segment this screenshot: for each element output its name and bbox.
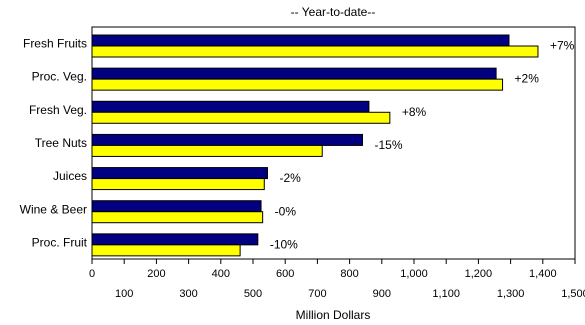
navy-bar [91, 233, 259, 246]
x-tick-label: 1,000 [400, 268, 428, 280]
x-tick-label: 1,500 [561, 288, 585, 300]
percent-change-label: +8% [402, 105, 427, 119]
percent-change-label: -2% [279, 171, 301, 185]
category-label: Fresh Veg. [29, 103, 87, 117]
percent-change-label: -0% [275, 204, 297, 218]
percent-change-label: -10% [270, 237, 298, 251]
navy-bar [91, 67, 497, 80]
x-tick-label: 1,100 [432, 288, 460, 300]
percent-change-label: +7% [550, 39, 575, 53]
x-axis-label: Million Dollars [296, 308, 371, 322]
yellow-bar [91, 144, 323, 157]
x-tick-label: 900 [373, 288, 391, 300]
percent-change-label: +2% [515, 72, 540, 86]
yellow-bar [91, 78, 504, 91]
x-tick-label: 1,300 [497, 288, 525, 300]
x-tick-label: 400 [212, 268, 230, 280]
navy-bar [91, 100, 370, 113]
percent-change-label: -15% [374, 138, 402, 152]
x-tick-label: 700 [308, 288, 326, 300]
category-labels: Fresh Fruits Proc. Veg. Fresh Veg. Tree Nut… [20, 37, 88, 250]
navy-bar [91, 167, 268, 180]
category-label: Proc. Fruit [32, 235, 88, 249]
category-label: Juices [53, 169, 87, 183]
navy-bar [91, 200, 262, 213]
category-label: Proc. Veg. [32, 70, 87, 84]
category-label: Fresh Fruits [23, 37, 87, 51]
yellow-bar [91, 178, 265, 191]
yellow-bar [91, 45, 539, 58]
x-tick-label: 1,200 [465, 268, 493, 280]
x-tick-label: 200 [147, 268, 165, 280]
x-tick-label: 800 [340, 268, 358, 280]
bars [91, 34, 539, 257]
navy-bar [91, 34, 510, 47]
x-tick-label: 0 [89, 268, 95, 280]
x-tick-label: 300 [179, 288, 197, 300]
yellow-bar [91, 244, 241, 257]
category-label: Tree Nuts [35, 136, 87, 150]
category-label: Wine & Beer [20, 202, 87, 216]
x-tick-label: 100 [115, 288, 133, 300]
x-tick-label: 500 [244, 288, 262, 300]
annotation-labels: +7% +2% +8% -15% -2% -0% -10% [270, 39, 575, 252]
yellow-bar [91, 111, 391, 124]
navy-bar [91, 133, 363, 146]
yellow-bar [91, 211, 264, 224]
x-axis: 0 100 200 300 400 500 600 700 800 900 1,000 1,100 1,… [89, 259, 585, 300]
x-tick-label: 600 [276, 268, 294, 280]
x-tick-label: 1,400 [529, 268, 557, 280]
chart-title: -- Year-to-date-- [291, 5, 376, 19]
